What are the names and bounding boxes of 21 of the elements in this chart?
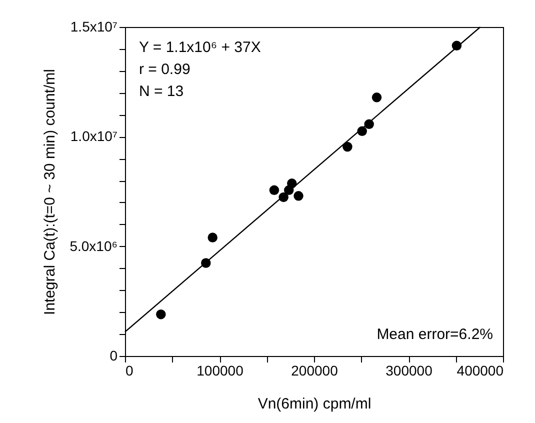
annotation: r = 0.99 xyxy=(139,61,190,78)
x-axis-title: Vn(6min) cpm/ml xyxy=(258,396,372,412)
x-tick-label: 0 xyxy=(126,362,134,378)
x-tick-label: 300000 xyxy=(386,362,433,378)
y-tick-label: 1.0x10⁷ xyxy=(70,128,118,144)
y-tick-label: 0 xyxy=(110,348,118,364)
annotation: Mean error=6.2% xyxy=(376,326,493,343)
point xyxy=(342,142,352,152)
annotation: N = 13 xyxy=(139,83,184,100)
point xyxy=(156,309,166,320)
x-tick-label: 100000 xyxy=(196,362,244,378)
point xyxy=(208,232,218,242)
point xyxy=(372,92,382,102)
y-tick-label: 5.0x10⁶ xyxy=(70,238,118,254)
x-tick-label: 400000 xyxy=(456,362,504,378)
x-tick-label: 200000 xyxy=(291,362,338,378)
annotation: Y = 1.1x10⁶ + 37X xyxy=(139,39,261,56)
y-axis-title: Integral Ca(t):(t=0 ~ 30 min) count/ml xyxy=(42,69,59,315)
y-tick-label: 1.5x10⁷ xyxy=(70,18,118,34)
point xyxy=(269,185,280,196)
point xyxy=(294,191,304,201)
